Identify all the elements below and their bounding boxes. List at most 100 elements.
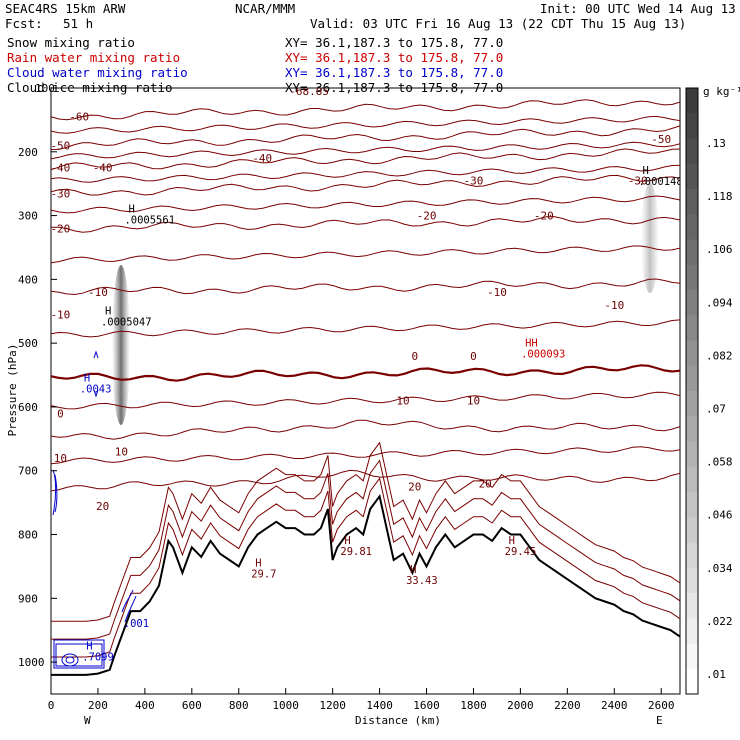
cloud-mark-2 <box>93 389 99 398</box>
contour-label: -40 <box>50 162 70 175</box>
colorbar-label: .118 <box>706 190 733 203</box>
cloud-core-2 <box>65 656 75 664</box>
maximum-marker: H <box>255 557 261 569</box>
y-tick-label: 800 <box>18 529 38 542</box>
maximum-value: .0005047 <box>101 316 152 328</box>
field-xy-cloudwater: XY= 36.1,187.3 to 175.8, 77.0 <box>285 65 503 80</box>
valid-time: Valid: 03 UTC Fri 16 Aug 13 (22 CDT Thu … <box>310 16 686 31</box>
contour-intermediate <box>51 319 680 338</box>
center-title: NCAR/MMM <box>235 1 295 16</box>
colorbar-swatch <box>686 365 698 392</box>
contour-label: -30 <box>464 174 484 187</box>
colorbar-label: .082 <box>706 349 733 362</box>
maximum-value: 29.45 <box>505 546 537 558</box>
maximum-marker: H <box>86 640 92 652</box>
contour--40 <box>51 148 680 171</box>
colorbar-label: .034 <box>706 562 733 575</box>
colorbar-swatch <box>686 567 698 594</box>
x-tick-label: 1200 <box>319 699 346 712</box>
contour-label: -30 <box>50 187 70 200</box>
contour-intermediate <box>51 391 680 410</box>
maximum-value: .000093 <box>521 348 565 360</box>
contour--20 <box>51 216 680 233</box>
maximum-value: .0005561 <box>124 214 175 226</box>
contour-intermediate <box>51 164 680 183</box>
colorbar-swatch <box>686 492 698 518</box>
contour-label: 20 <box>479 477 492 490</box>
cloud-mark-1 <box>93 350 99 359</box>
y-tick-label: 1000 <box>18 656 45 669</box>
contour-label: -50 <box>50 139 70 152</box>
init-time: Init: 00 UTC Wed 14 Aug 13 <box>540 1 736 16</box>
maximum-value: 33.43 <box>406 575 438 587</box>
contour-label: -10 <box>88 286 108 299</box>
field-label-cloudwater: Cloud water mixing ratio <box>7 65 188 80</box>
colorbar-swatch <box>686 138 698 165</box>
maximum-value: 29.7 <box>251 568 276 580</box>
x-tick-label: 1400 <box>366 699 393 712</box>
fcst-label: Fcst: <box>5 16 43 31</box>
colorbar-swatch <box>686 618 698 644</box>
y-axis: 200 300 400 500 600 700 800 900 1000 <box>18 146 57 669</box>
colorbar: .13 .118 .106 .094 .082 .07 .058 .046 .034 .022 .0… <box>685 87 733 695</box>
colorbar-label: .13 <box>706 137 726 150</box>
x-tick-label: 1800 <box>460 699 487 712</box>
x-tick-label: 2200 <box>554 699 581 712</box>
terrain-contour <box>51 477 680 658</box>
snow-plume-west <box>112 265 130 425</box>
maximum-value: .0001482 <box>638 176 689 188</box>
colorbar-swatch <box>686 264 698 291</box>
fcst-value: 51 h <box>63 16 93 31</box>
contour-label: -60 <box>69 111 89 124</box>
terrain-profile <box>51 493 680 676</box>
temperature-contours <box>51 99 680 658</box>
maximum-value: 29.81 <box>340 546 372 558</box>
y-tick-label: 900 <box>18 592 38 605</box>
x-axis-title: Distance (km) <box>355 714 441 727</box>
maximum-value: .0043 <box>80 383 112 395</box>
contour-label: -40 <box>252 152 272 165</box>
colorbar-swatch <box>686 466 698 493</box>
contour-label: -10 <box>604 299 624 312</box>
field-xy-rain: XY= 36.1,187.3 to 175.8, 77.0 <box>285 50 503 65</box>
contour-labels: -68.85 -60 -50 -50 -40 -40 -40 -30 -30 -30 -20 -20 -… <box>50 88 671 513</box>
field-xy-snow: XY= 36.1,187.3 to 175.8, 77.0 <box>285 35 503 50</box>
snow-shading <box>112 183 659 425</box>
contour-10 <box>51 419 680 440</box>
contour-label: -20 <box>534 210 554 223</box>
colorbar-swatch <box>686 416 698 442</box>
contour-intermediate <box>51 195 680 214</box>
maximum-marker: H <box>344 535 350 547</box>
colorbar-label: .046 <box>706 509 733 522</box>
colorbar-swatch <box>686 593 698 619</box>
x-tick-label: 400 <box>135 699 155 712</box>
y-tick-label: 400 <box>18 273 38 286</box>
maximum-marker: H <box>105 305 111 317</box>
maximum-marker: HH <box>525 337 538 349</box>
maximum-marker: H <box>84 372 90 384</box>
contour--60 <box>51 99 680 121</box>
cloud-stripe-3 <box>52 469 57 516</box>
contour-label: 0 <box>411 350 418 363</box>
east-label: E <box>656 714 663 727</box>
plot-frame <box>50 87 681 695</box>
contour-label: -10 <box>487 286 507 299</box>
colorbar-swatch <box>686 214 698 240</box>
colorbar-swatch <box>686 113 698 139</box>
contour-label: 10 <box>467 395 480 408</box>
west-label: W <box>84 714 91 727</box>
colorbar-label: .058 <box>706 456 733 469</box>
colorbar-swatch <box>686 668 698 695</box>
contour-intermediate <box>51 245 680 264</box>
colorbar-swatch <box>686 239 698 266</box>
y-axis-title: Pressure (hPa) <box>6 344 19 437</box>
contour-intermediate <box>51 141 680 160</box>
x-tick-label: 1600 <box>413 699 440 712</box>
colorbar-swatch <box>686 315 698 341</box>
contour-label: 0 <box>470 350 477 363</box>
colorbar-label: .094 <box>706 296 733 309</box>
snow-plume-east <box>641 183 659 293</box>
colorbar-swatch <box>686 163 698 190</box>
colorbar-label: .022 <box>706 615 733 628</box>
